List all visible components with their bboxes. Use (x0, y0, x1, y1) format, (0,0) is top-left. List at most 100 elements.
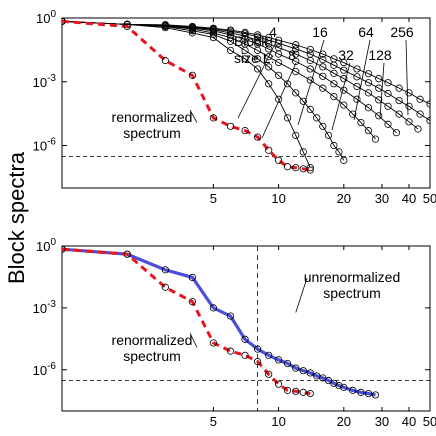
data-point-marker (299, 148, 307, 156)
data-point-marker (395, 84, 403, 92)
data-point-marker (265, 36, 273, 44)
data-point-marker (226, 26, 235, 34)
data-point-marker (335, 382, 343, 390)
data-point-marker (292, 89, 300, 97)
data-point-marker (275, 156, 283, 164)
data-point-marker (340, 101, 348, 109)
data-point-marker (330, 141, 338, 150)
data-point-marker (254, 133, 262, 141)
y-tick-label: 10-6 (33, 137, 57, 154)
data-point-marker (254, 345, 262, 353)
data-point-marker (292, 50, 300, 58)
data-point-marker (384, 79, 392, 87)
plot-frame (61, 245, 431, 412)
data-point-marker (292, 57, 300, 66)
legend-title: Block (234, 33, 269, 49)
data-point-marker (299, 165, 307, 173)
data-point-marker (306, 45, 314, 54)
block-size-128-series-line (62, 20, 430, 121)
legend-pointer-line (379, 62, 385, 119)
data-point-marker (364, 70, 373, 78)
legend-title: size L: (234, 50, 274, 66)
data-point-marker (241, 32, 249, 40)
legend-pointer-line (353, 39, 371, 121)
data-point-marker (254, 31, 262, 39)
data-point-marker (349, 110, 357, 118)
data-point-marker (299, 388, 307, 396)
data-point-marker (319, 122, 327, 130)
block-size-256-series-line (62, 20, 430, 105)
data-point-marker (275, 36, 283, 44)
unrenormalized-label: unrenormalized (304, 269, 401, 285)
data-point-marker (364, 127, 373, 135)
y-tick-label: 100 (36, 9, 56, 26)
data-point-marker (306, 166, 314, 174)
data-point-marker (371, 135, 380, 143)
data-point-marker (405, 89, 413, 97)
data-point-marker (375, 96, 383, 104)
data-point-marker (426, 100, 430, 108)
data-point-marker (283, 163, 292, 171)
data-point-marker (299, 367, 307, 375)
data-point-marker (275, 44, 283, 52)
data-point-marker (209, 339, 217, 347)
data-point-marker (292, 41, 300, 49)
data-point-marker (275, 356, 283, 364)
data-point-marker (226, 122, 235, 130)
data-point-marker (265, 351, 273, 359)
data-point-marker (384, 89, 392, 98)
legend-label-4: 4 (269, 24, 277, 40)
data-point-marker (209, 24, 217, 32)
data-point-marker (254, 65, 262, 73)
data-point-marker (188, 22, 197, 31)
data-point-marker (395, 110, 403, 118)
data-point-marker (306, 105, 314, 113)
data-point-marker (226, 312, 235, 320)
data-point-marker (241, 55, 249, 63)
data-point-marker (353, 95, 361, 103)
data-point-marker (353, 82, 361, 91)
data-point-marker (265, 63, 273, 71)
data-point-marker (349, 386, 357, 394)
data-point-marker (161, 21, 169, 29)
data-point-marker (254, 33, 262, 41)
data-point-marker (265, 146, 273, 154)
data-point-marker (357, 388, 365, 396)
data-point-marker (340, 156, 348, 164)
data-point-marker (335, 148, 343, 156)
data-point-marker (275, 95, 283, 103)
annotation-pointer-line (189, 332, 198, 348)
chart-bottom-panel: 5 10 20 30 40 5010010-310-6unrenormalizedspec… (33, 237, 436, 429)
data-point-marker (241, 127, 249, 135)
data-point-marker (241, 40, 249, 48)
data-point-marker (275, 71, 283, 79)
data-point-marker (265, 80, 273, 88)
block-size-64-series-line (62, 20, 419, 130)
data-point-marker (292, 68, 300, 76)
x-tick-label: 40 (402, 414, 416, 429)
data-point-marker (414, 125, 422, 133)
data-point-marker (375, 112, 383, 120)
data-point-marker (330, 93, 338, 101)
data-point-marker (161, 283, 169, 291)
renormalized-series-line (62, 19, 311, 172)
data-point-marker (364, 79, 373, 87)
data-point-marker (340, 75, 348, 83)
data-point-marker (330, 69, 338, 77)
legend-pointer-line (405, 39, 409, 116)
unrenormalized-label: spectrum (323, 285, 381, 301)
legend-pointer-line (297, 39, 325, 126)
x-tick-label: 30 (375, 414, 389, 429)
x-tick-label: 10 (271, 414, 285, 429)
data-point-marker (226, 347, 235, 355)
block-size-4-series-line (62, 20, 311, 168)
data-point-marker (188, 71, 197, 79)
data-point-marker (292, 364, 300, 372)
data-point-marker (275, 58, 283, 67)
data-point-marker (313, 114, 321, 122)
data-point-marker (306, 50, 314, 58)
x-tick-label: 50 (423, 414, 436, 429)
data-point-marker (188, 298, 197, 306)
data-point-marker (416, 110, 424, 118)
